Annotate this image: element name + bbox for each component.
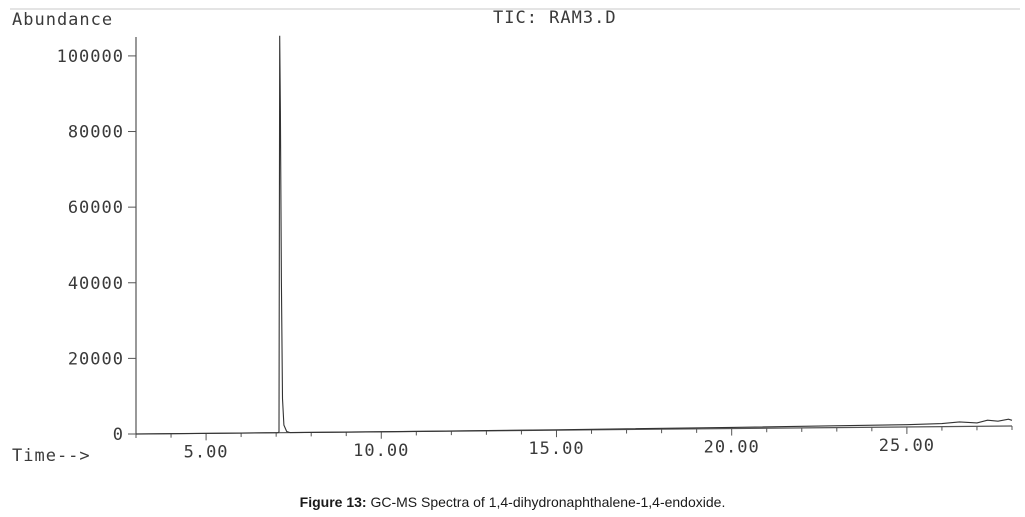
y-tick-label: 40000 [68,274,124,294]
x-tick-label: 10.00 [353,441,409,461]
x-axis-label: Time--> [12,446,91,466]
y-tick-label: 20000 [68,349,124,369]
y-tick-label: 80000 [68,123,124,143]
y-tick-label: 0 [113,425,124,445]
y-tick-label: 100000 [57,47,124,67]
figure-caption: Figure 13: GC-MS Spectra of 1,4-dihydron… [0,494,1025,510]
x-tick-label: 5.00 [184,442,229,462]
y-tick-label: 60000 [68,198,124,218]
x-tick-label: 15.00 [528,439,584,459]
x-tick-label: 20.00 [704,438,760,458]
chart: Abundance TIC: RAM3.D 0 20000 40000 60000 80… [10,8,1020,466]
x-ticks: 5.00 10.00 15.00 20.00 25.00 [135,426,1013,462]
y-axis-label: Abundance [12,10,113,30]
tic-trace-line [135,35,1013,435]
y-ticks: 0 20000 40000 60000 80000 100000 [57,47,136,445]
x-tick-label: 25.00 [879,436,935,456]
caption-text: GC-MS Spectra of 1,4-dihydronaphthalene-… [370,494,726,510]
chart-title: TIC: RAM3.D [493,8,617,28]
caption-label: Figure 13: [299,494,367,510]
